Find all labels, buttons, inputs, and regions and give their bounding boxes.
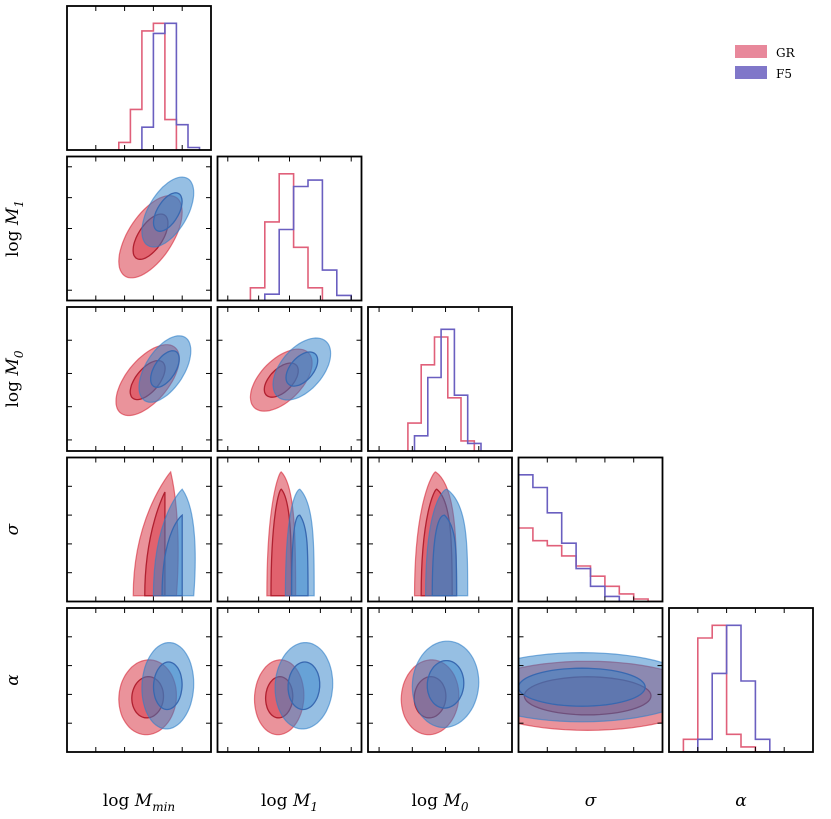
hist-group-gr-1 bbox=[249, 173, 324, 301]
frame-layer bbox=[66, 5, 814, 753]
hist-group-f5-2 bbox=[413, 328, 482, 451]
y-axis-label-sigma: σ bbox=[3, 523, 23, 535]
panel-frame-4-0 bbox=[66, 607, 212, 753]
hist-f5-sigma bbox=[518, 474, 634, 602]
hist-group-f5-4 bbox=[683, 624, 785, 752]
y-axis-label-logM0-var: M bbox=[3, 358, 23, 377]
x-axis-label-logM0-sub: 0 bbox=[461, 800, 469, 814]
sigma-contour-group-3-2 bbox=[413, 471, 469, 597]
hist-group-f5-0 bbox=[141, 22, 201, 150]
sigma-contour-inner-f5 bbox=[161, 513, 183, 597]
contour-inner-f5 bbox=[285, 351, 319, 387]
panel-frame-4-4 bbox=[668, 607, 814, 753]
contour-layer bbox=[115, 176, 663, 736]
contour-inner-f5 bbox=[152, 661, 183, 711]
hist-group-gr-3 bbox=[518, 527, 663, 602]
x-axis-label-logM1-log: log bbox=[261, 791, 293, 811]
contour-group-f5-4-2 bbox=[411, 640, 480, 729]
y-axis-label-alpha-var: α bbox=[3, 674, 23, 686]
contour-group-f5-4-0 bbox=[141, 642, 195, 730]
y-axis-label-logM1-var: M bbox=[3, 207, 23, 226]
y-axis-label-logM1-log: log bbox=[3, 225, 23, 257]
contour-outer-f5 bbox=[411, 640, 480, 729]
legend: GR F5 bbox=[735, 45, 796, 81]
contour-inner-f5 bbox=[152, 192, 183, 232]
x-axis-label-sigma-var: σ bbox=[585, 791, 597, 811]
hist-group-f5-3 bbox=[518, 474, 634, 602]
x-axis-label-logMmin-sub: min bbox=[152, 800, 175, 814]
y-axis-label-logM1-sub: 1 bbox=[12, 200, 26, 208]
x-axis-label-logMmin: log Mmin bbox=[103, 791, 175, 814]
hist-f5-logMmin bbox=[141, 22, 201, 150]
x-axis-label-logM1-sub: 1 bbox=[310, 800, 318, 814]
panel-frame-3-3 bbox=[517, 456, 664, 603]
contour-group-f5-4-3 bbox=[518, 651, 663, 723]
contour-group-f5-2-1 bbox=[272, 337, 332, 401]
contour-inner-f5 bbox=[518, 667, 646, 707]
sigma-contour-inner-f5 bbox=[431, 514, 458, 597]
contour-group-f5-4-1 bbox=[274, 642, 334, 730]
panel-frame-4-2 bbox=[367, 607, 513, 753]
y-axis-label-logM0-log: log bbox=[3, 376, 23, 408]
x-axis-label-logMmin-var: M bbox=[134, 791, 153, 811]
legend-label-gr: GR bbox=[776, 46, 796, 60]
panel-frame-2-2 bbox=[367, 306, 513, 452]
x-axis-label-logM1-var: M bbox=[292, 791, 311, 811]
hist-f5-alpha bbox=[683, 624, 785, 752]
hist-gr-sigma bbox=[518, 527, 663, 602]
panel-frame-2-0 bbox=[66, 306, 212, 452]
x-axis-label-sigma: σ bbox=[585, 791, 597, 811]
hist-group-f5-1 bbox=[264, 179, 352, 301]
y-axis-label-sigma-var: σ bbox=[3, 523, 23, 535]
x-axis-label-logM0-var: M bbox=[442, 791, 461, 811]
x-axis-label-logM0: log M0 bbox=[411, 791, 468, 814]
x-axis-label-alpha: α bbox=[735, 791, 747, 811]
legend-swatch-gr bbox=[735, 45, 767, 58]
sigma-contour-outer-f5 bbox=[424, 488, 469, 597]
panel-frame-3-0 bbox=[66, 456, 212, 603]
contour-inner-f5 bbox=[287, 661, 321, 711]
sigma-contour-group-3-0 bbox=[132, 470, 196, 597]
contour-inner-f5 bbox=[426, 659, 465, 709]
contour-inner-f5 bbox=[150, 350, 180, 388]
x-axis-label-logM1: log M1 bbox=[261, 791, 318, 814]
contour-outer-f5 bbox=[274, 642, 334, 730]
panel-frame-1-1 bbox=[216, 155, 363, 302]
hist-gr-logM1 bbox=[249, 173, 324, 301]
contour-group-f5-1-0 bbox=[141, 176, 195, 248]
panel-frame-0-0 bbox=[66, 5, 212, 151]
panel-frame-4-3 bbox=[517, 607, 664, 753]
y-axis-label-alpha: α bbox=[3, 674, 23, 686]
hist-f5-logM0 bbox=[413, 328, 482, 451]
contour-group-f5-2-0 bbox=[138, 335, 192, 403]
contour-outer-f5 bbox=[272, 337, 332, 401]
y-axis-label-logM0: log M0 bbox=[3, 350, 26, 407]
sigma-contour-inner-f5 bbox=[290, 514, 309, 597]
hist-f5-logM1 bbox=[264, 179, 352, 301]
x-axis-label-alpha-var: α bbox=[735, 791, 747, 811]
panel-frame-3-2 bbox=[367, 456, 513, 603]
y-axis-label-logM1: log M1 bbox=[3, 200, 26, 257]
legend-label-f5: F5 bbox=[776, 67, 792, 81]
x-axis-label-logM0-log: log bbox=[411, 791, 443, 811]
y-axis-label-logM0-sub: 0 bbox=[12, 350, 26, 358]
legend-swatch-f5 bbox=[735, 66, 767, 79]
x-axis-label-logMmin-log: log bbox=[103, 791, 135, 811]
sigma-contour-outer-f5 bbox=[284, 488, 315, 597]
contour-outer-f5 bbox=[141, 642, 195, 730]
sigma-contour-group-3-1 bbox=[266, 471, 315, 597]
